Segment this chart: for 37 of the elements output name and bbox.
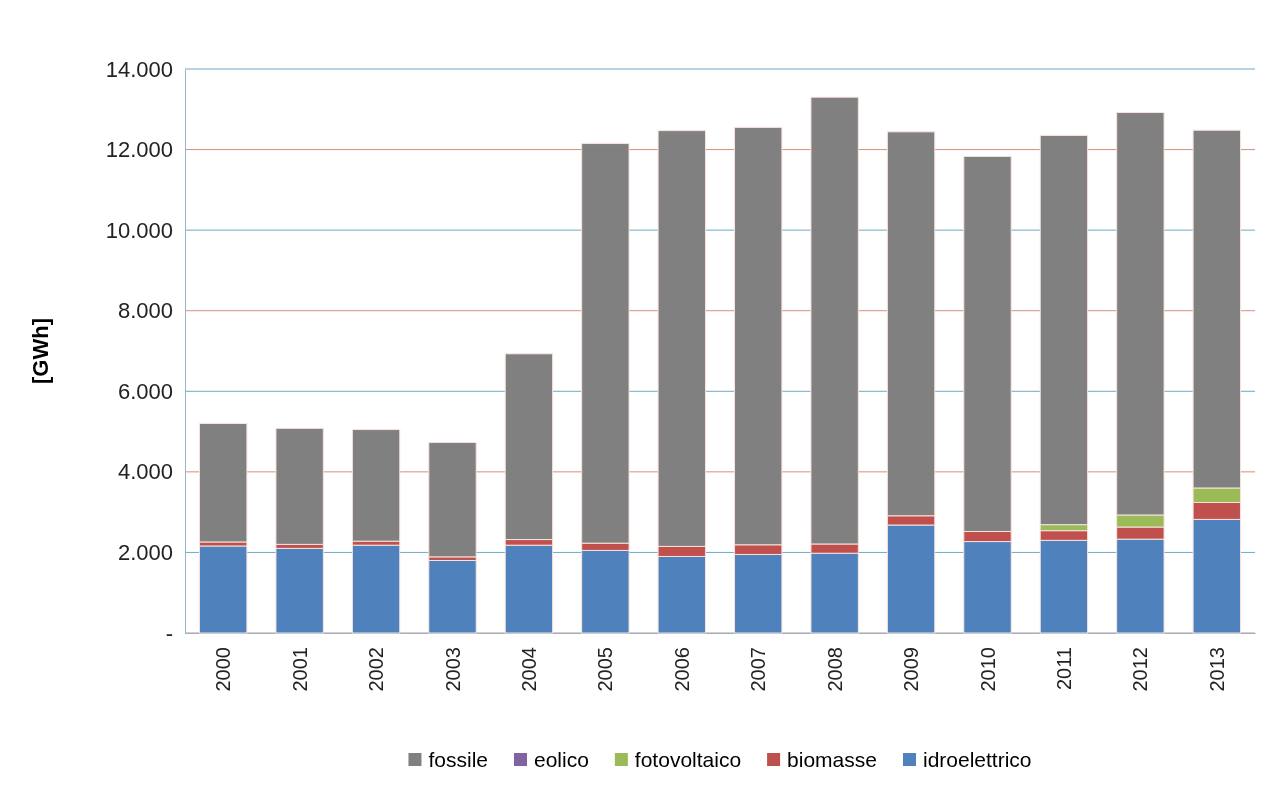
bar bbox=[275, 427, 324, 545]
y-tick-label: 6.000 bbox=[117, 378, 173, 404]
x-tick-label: 2002 bbox=[365, 647, 388, 692]
x-tick-label: 2004 bbox=[517, 647, 540, 692]
y-tick-label: 4.000 bbox=[117, 459, 173, 485]
y-tick-label: 12.000 bbox=[105, 137, 173, 163]
x-tick-label: 2000 bbox=[212, 647, 235, 692]
bar bbox=[351, 544, 401, 634]
bar bbox=[275, 547, 324, 634]
y-tick-label: 2.000 bbox=[117, 539, 173, 565]
x-tick-label: 2003 bbox=[441, 647, 464, 692]
bar bbox=[428, 559, 477, 634]
x-tick-label: 2012 bbox=[1129, 647, 1152, 692]
bar bbox=[428, 441, 477, 558]
legend-label: fossile bbox=[428, 748, 488, 772]
y-tick-label: 10.000 bbox=[105, 217, 173, 243]
x-tick-label: 2009 bbox=[900, 647, 923, 692]
bar bbox=[504, 544, 554, 634]
legend-label: idroelettrico bbox=[922, 748, 1032, 772]
x-tick-label: 2006 bbox=[670, 647, 693, 692]
bar bbox=[199, 423, 248, 543]
x-tick-label: 2001 bbox=[288, 647, 311, 692]
x-tick-label: 2011 bbox=[1052, 647, 1075, 691]
y-tick-label: 8.000 bbox=[117, 298, 173, 324]
bar bbox=[351, 429, 401, 542]
x-tick-label: 2008 bbox=[823, 647, 846, 692]
x-tick-label: 2005 bbox=[594, 647, 617, 692]
x-tick-label: 2013 bbox=[1205, 647, 1228, 692]
legend-label: fotovoltaico bbox=[634, 748, 742, 772]
x-tick-label: 2007 bbox=[747, 647, 770, 692]
x-tick-label: 2010 bbox=[976, 647, 999, 692]
legend-label: eolico bbox=[533, 748, 589, 772]
y-tick-label: 14.000 bbox=[105, 56, 173, 82]
y-axis-title: [GWh] bbox=[28, 318, 53, 384]
legend-label: biomasse bbox=[787, 748, 877, 772]
y-tick-label: - bbox=[165, 620, 173, 646]
bar bbox=[199, 545, 248, 634]
